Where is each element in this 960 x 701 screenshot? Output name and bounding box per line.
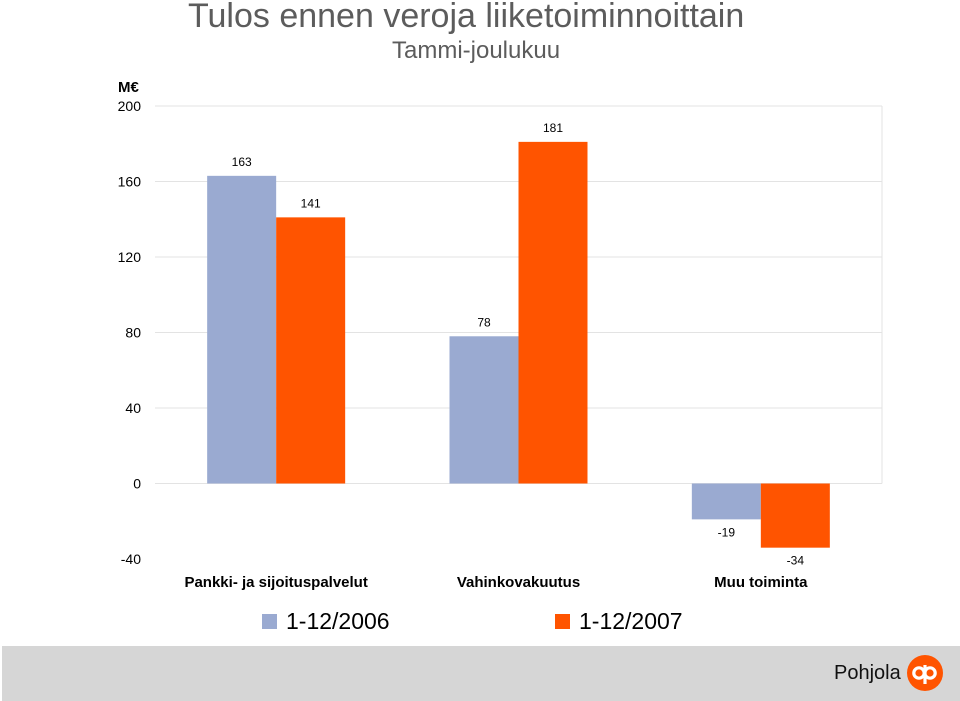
category-label: Pankki- ja sijoituspalvelut	[184, 574, 367, 591]
legend-swatch-2007	[555, 613, 570, 629]
legend-item-2006: 1-12/2006	[262, 604, 390, 638]
category-labels: Pankki- ja sijoituspalvelut Vahinkovakuut…	[184, 574, 808, 591]
y-tick-label: -40	[121, 551, 141, 567]
bar	[760, 483, 830, 548]
bars	[207, 141, 830, 548]
y-tick-label: 200	[118, 98, 142, 114]
data-label: -34	[787, 554, 805, 568]
y-tick-label: 80	[125, 325, 141, 341]
brand-name: Pohjola	[834, 662, 901, 684]
bar	[276, 217, 346, 484]
legend-label-2007: 1-12/2007	[579, 607, 683, 634]
legend-swatch-2006	[262, 613, 277, 629]
data-label: 181	[543, 121, 563, 135]
y-tick-label: 120	[118, 249, 142, 265]
category-label: Vahinkovakuutus	[457, 574, 580, 591]
bar	[518, 141, 588, 484]
y-tick-label: 40	[125, 400, 141, 416]
data-labels: 163 141 78 181 -19 -34	[232, 121, 805, 568]
legend-label-2006: 1-12/2006	[286, 607, 390, 634]
data-label: 141	[301, 196, 321, 210]
data-label: 78	[477, 315, 491, 329]
bar-chart: M€ -40 0 40 80 120 160 200 163 141 78 181 -19 -34 P…	[118, 79, 883, 591]
chart-title: Tulos ennen veroja liiketoiminnoittain	[188, 0, 745, 35]
footer-bar: Pohjola	[2, 646, 960, 701]
y-tick-label: 160	[118, 174, 142, 190]
data-label: 163	[232, 155, 252, 169]
op-logo-icon	[907, 655, 943, 691]
y-tick-label: 0	[133, 476, 141, 492]
bar	[449, 336, 519, 484]
y-axis-label: M€	[118, 79, 139, 96]
legend: 1-12/2006 1-12/2007	[0, 604, 960, 638]
bar	[207, 175, 277, 484]
data-label: -19	[718, 525, 736, 539]
chart-subtitle: Tammi-joulukuu	[392, 37, 561, 64]
category-label: Muu toiminta	[714, 574, 808, 591]
y-axis-ticks: -40 0 40 80 120 160 200	[118, 98, 142, 567]
legend-item-2007: 1-12/2007	[555, 604, 683, 638]
bar	[691, 483, 761, 520]
